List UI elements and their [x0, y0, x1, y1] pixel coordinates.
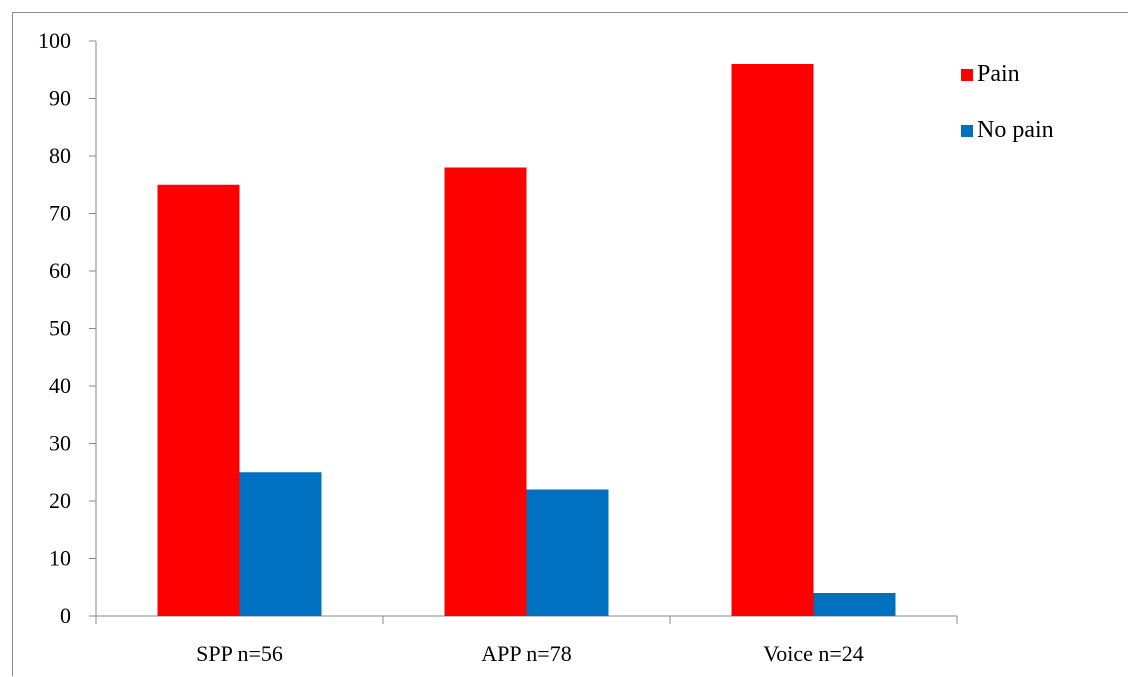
x-category-label: SPP n=56 [196, 641, 283, 666]
bar-no-pain [526, 489, 609, 616]
legend-swatch [961, 125, 973, 137]
y-tick-label: 10 [49, 546, 71, 571]
legend-label: No pain [977, 117, 1054, 143]
bar-pain [444, 167, 527, 616]
y-tick-label: 30 [49, 431, 71, 456]
y-tick-label: 70 [49, 201, 71, 226]
bar-no-pain [239, 472, 322, 616]
legend-label: Pain [977, 61, 1020, 87]
bar-pain [157, 184, 240, 616]
bar-no-pain [813, 593, 896, 616]
legend-swatch [961, 69, 973, 81]
y-tick-label: 40 [49, 373, 71, 398]
legend: Pain No pain [961, 61, 1054, 143]
bar-pain [731, 64, 814, 616]
y-axis: 0 10 20 30 40 50 60 70 80 90 100 [38, 28, 97, 628]
y-tick-label: 0 [60, 603, 71, 628]
bars [157, 64, 896, 616]
y-tick-label: 100 [38, 28, 71, 53]
x-axis: SPP n=56 APP n=78 Voice n=24 [95, 615, 958, 666]
y-tick-label: 80 [49, 143, 71, 168]
x-category-label: APP n=78 [481, 641, 571, 666]
y-tick-label: 50 [49, 316, 71, 341]
y-tick-label: 20 [49, 488, 71, 513]
y-tick-label: 90 [49, 86, 71, 111]
x-category-label: Voice n=24 [763, 641, 864, 666]
y-tick-label: 60 [49, 258, 71, 283]
